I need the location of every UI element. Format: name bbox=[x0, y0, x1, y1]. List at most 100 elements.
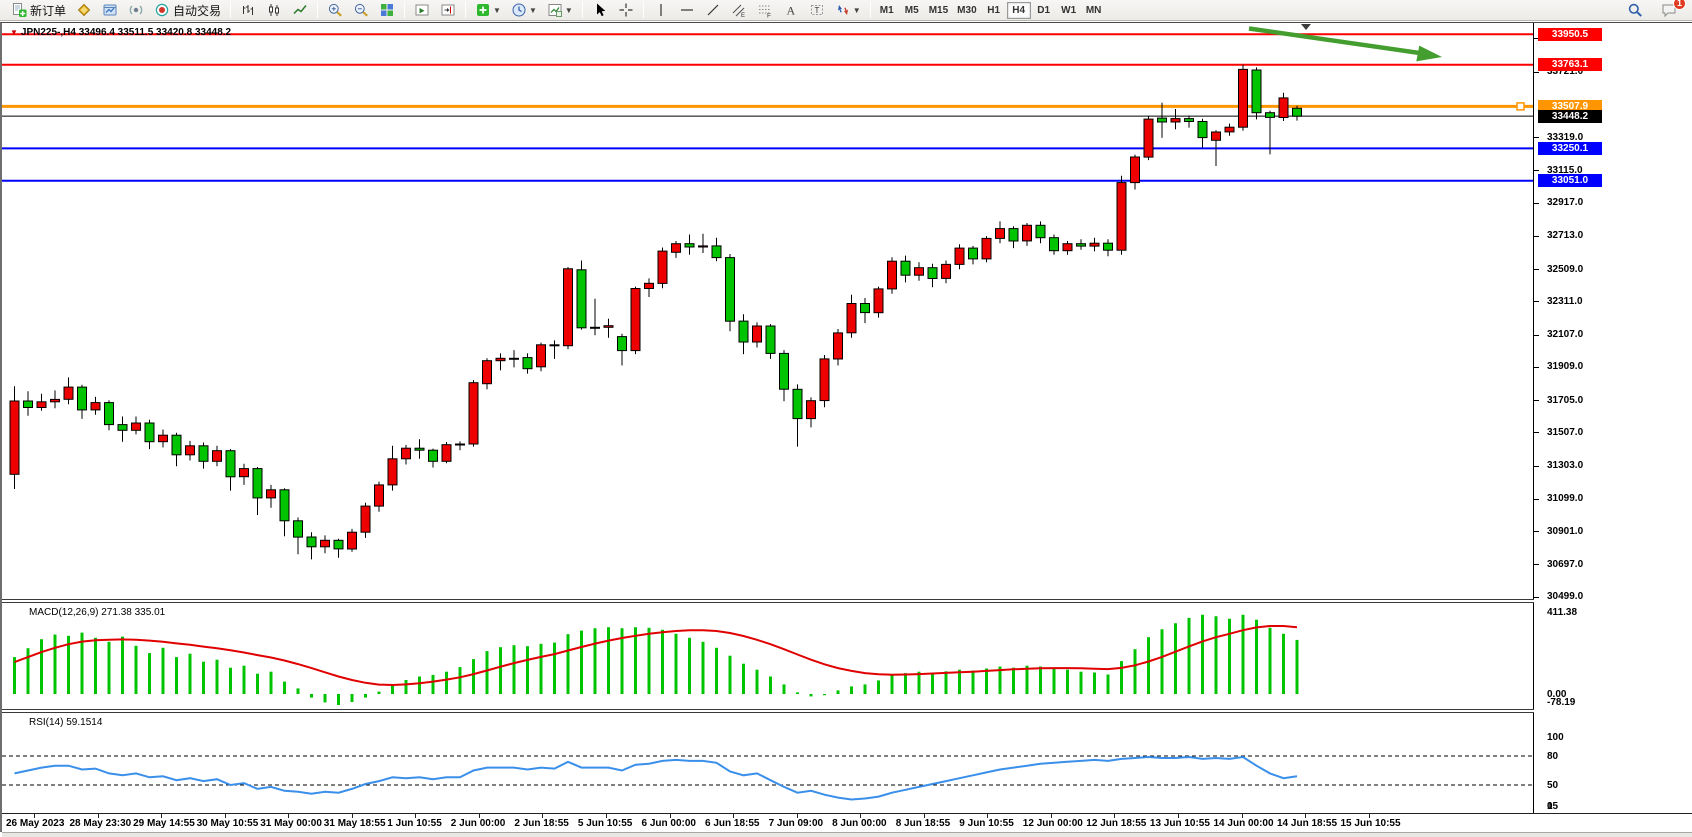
price-tick-mark bbox=[1534, 235, 1539, 237]
timeframe-h4-button[interactable]: H4 bbox=[1006, 1, 1031, 19]
fibonacci-button[interactable]: F bbox=[752, 1, 778, 20]
cursor-button[interactable] bbox=[587, 1, 613, 20]
chart-shift-marker[interactable] bbox=[1301, 24, 1311, 30]
timeframe-group: M1 M5 M15 M30 H1 H4 D1 W1 MN bbox=[875, 1, 1106, 19]
candle-body bbox=[225, 450, 236, 478]
pane-separator[interactable] bbox=[2, 599, 1692, 603]
strategy-tester-button[interactable] bbox=[123, 1, 149, 20]
text-button[interactable]: A bbox=[778, 1, 804, 20]
crosshair-button[interactable] bbox=[613, 1, 639, 20]
timeframe-w1-button[interactable]: W1 bbox=[1061, 4, 1077, 16]
bar-chart-button[interactable] bbox=[235, 1, 261, 20]
candle-body bbox=[401, 447, 411, 460]
annotation-arrow[interactable] bbox=[1248, 26, 1424, 56]
price-tick-mark bbox=[1534, 71, 1539, 73]
time-tick-mark bbox=[288, 814, 290, 818]
time-axis-label: 8 Jun 00:00 bbox=[832, 818, 887, 829]
line-chart-button[interactable] bbox=[287, 1, 313, 20]
time-tick-mark bbox=[224, 814, 226, 818]
main-price-chart[interactable] bbox=[2, 23, 1533, 600]
candle-body bbox=[36, 401, 47, 408]
macd-indicator-pane[interactable] bbox=[2, 603, 1533, 709]
time-axis-label: 14 Jun 00:00 bbox=[1213, 818, 1274, 829]
time-tick-mark bbox=[34, 814, 35, 818]
candle-body bbox=[1008, 228, 1019, 242]
timeframe-d1-button[interactable]: D1 bbox=[1037, 4, 1051, 16]
candle-body bbox=[144, 422, 155, 443]
price-tick-label: 32311.0 bbox=[1547, 295, 1583, 307]
price-tick-mark bbox=[1534, 301, 1539, 303]
symbol-dropdown-icon[interactable]: ▼ bbox=[10, 28, 18, 37]
price-level-label-33250.1: 33250.1 bbox=[1538, 141, 1602, 155]
candle-body bbox=[495, 357, 506, 362]
time-axis-label: 7 Jun 09:00 bbox=[768, 818, 824, 829]
time-tick-mark bbox=[351, 814, 353, 818]
tile-windows-button[interactable] bbox=[374, 1, 400, 20]
macd-scale-label: 0.00 bbox=[1547, 689, 1567, 700]
autotrading-button[interactable]: 自动交易 bbox=[149, 1, 226, 20]
horizontal-line-button[interactable] bbox=[674, 1, 700, 20]
cursor-icon bbox=[592, 2, 608, 18]
order-line-handle[interactable] bbox=[1516, 102, 1525, 111]
timeframe-m5-button[interactable]: M5 bbox=[904, 4, 919, 16]
rsi-indicator-pane[interactable] bbox=[2, 713, 1533, 811]
trendline-button[interactable] bbox=[700, 1, 726, 20]
auto-scroll-button[interactable] bbox=[409, 1, 435, 20]
candlestick-chart-button[interactable] bbox=[261, 1, 287, 20]
price-level-label-33763.1: 33763.1 bbox=[1538, 58, 1602, 72]
price-level-label-33448.2: 33448.2 bbox=[1538, 109, 1602, 123]
equidistant-channel-button[interactable]: E bbox=[726, 1, 752, 20]
candle-body bbox=[954, 247, 965, 265]
indicators-icon bbox=[475, 2, 491, 18]
time-tick-mark bbox=[987, 814, 989, 818]
candle-body bbox=[806, 400, 816, 420]
rsi-scale-label: 80 bbox=[1547, 751, 1559, 762]
periods-button[interactable]: ▼ bbox=[506, 1, 542, 20]
timeframe-m1-button[interactable]: M1 bbox=[879, 4, 894, 16]
candle-body bbox=[1278, 97, 1289, 119]
time-tick-mark bbox=[161, 814, 163, 818]
templates-button[interactable]: ▼ bbox=[542, 1, 578, 20]
zoom-out-button[interactable] bbox=[348, 1, 374, 20]
arrows-button[interactable]: ▼ bbox=[830, 1, 866, 20]
toolbar-separator bbox=[642, 2, 644, 18]
price-axis[interactable]: 33925.033721.033319.033115.032917.032713… bbox=[1534, 23, 1692, 813]
time-axis-label: 29 May 14:55 bbox=[133, 818, 195, 829]
chevron-down-icon: ▼ bbox=[852, 5, 861, 15]
timeframe-m15-button[interactable]: M15 bbox=[928, 4, 949, 16]
candle-body bbox=[846, 303, 857, 334]
new-order-button[interactable]: 新订单 bbox=[6, 1, 71, 20]
timeframe-m30-button[interactable]: M30 bbox=[957, 4, 977, 16]
time-axis[interactable]: 26 May 2023 28 May 23:30 29 May 14:55 30 Ma… bbox=[2, 814, 1692, 832]
chart-shift-button[interactable] bbox=[435, 1, 461, 20]
candle-body bbox=[1238, 68, 1248, 128]
time-tick-mark bbox=[796, 814, 798, 818]
market-watch-button[interactable] bbox=[71, 1, 97, 20]
annotation-arrowhead[interactable] bbox=[1416, 45, 1442, 62]
candle-body bbox=[698, 245, 708, 248]
timeframe-h1-button[interactable]: H1 bbox=[987, 4, 1001, 16]
text-label-button[interactable]: T bbox=[804, 1, 830, 20]
chart-shift-icon bbox=[440, 2, 456, 18]
notifications-button[interactable]: 1 bbox=[1656, 0, 1686, 20]
candle-body bbox=[549, 344, 560, 347]
indicators-button[interactable]: ▼ bbox=[470, 1, 506, 20]
vertical-line-button[interactable] bbox=[648, 1, 674, 20]
candle-body bbox=[455, 443, 465, 446]
toolbar-separator bbox=[869, 2, 871, 18]
candle-body bbox=[374, 484, 384, 507]
candle-body bbox=[927, 267, 938, 279]
bar-chart-icon bbox=[240, 2, 256, 18]
price-tick-mark bbox=[1534, 366, 1539, 368]
pane-separator[interactable] bbox=[2, 709, 1692, 713]
time-tick-mark bbox=[1305, 814, 1306, 818]
zoom-in-button[interactable] bbox=[322, 1, 348, 20]
search-button[interactable] bbox=[1622, 1, 1648, 20]
price-tick-mark bbox=[1534, 531, 1539, 533]
data-window-button[interactable] bbox=[97, 1, 123, 20]
timeframe-mn-button[interactable]: MN bbox=[1085, 4, 1102, 16]
price-tick-mark bbox=[1534, 269, 1539, 271]
crosshair-icon bbox=[618, 2, 634, 18]
candle-body bbox=[266, 489, 276, 499]
strategy-tester-icon bbox=[128, 2, 144, 18]
